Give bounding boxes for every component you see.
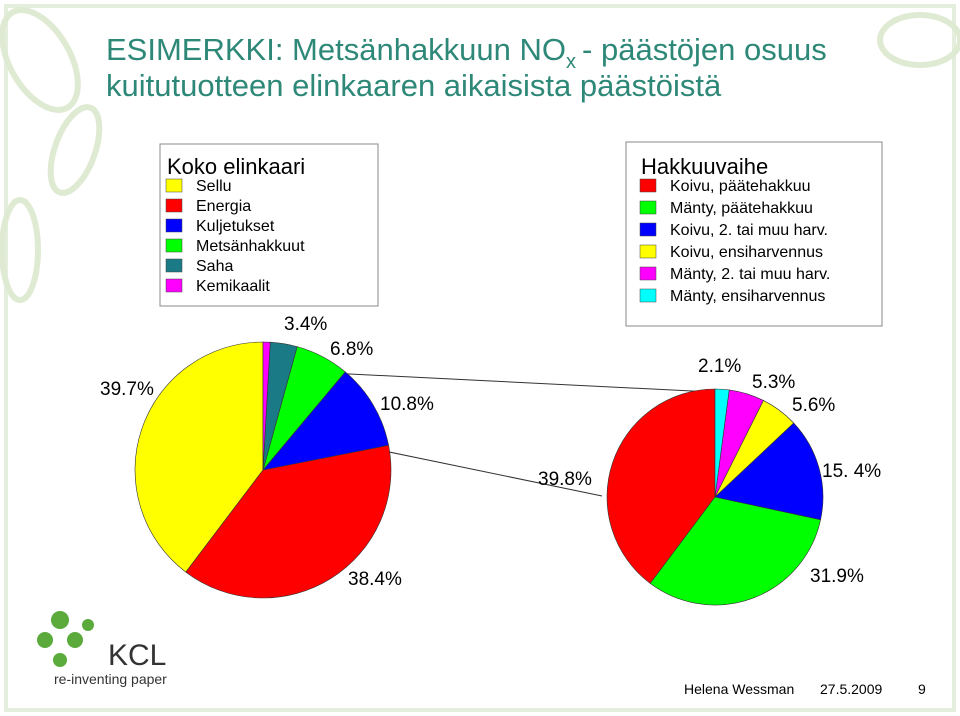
value-label: 5.6%: [792, 395, 835, 416]
value-label: 38.4%: [348, 569, 402, 590]
legend-label: Mänty, 2. tai muu harv.: [670, 266, 830, 283]
value-label: 39.7%: [100, 379, 154, 400]
legend-label: Koivu, päätehakkuu: [670, 178, 811, 195]
footer-author: Helena Wessman: [684, 681, 794, 697]
pie-slice: [262, 371, 389, 471]
legend-box: [625, 141, 883, 327]
value-label: 2.1%: [698, 356, 741, 377]
logo: KCL re-inventing paper: [37, 611, 167, 687]
legend-box: [159, 143, 379, 307]
slide-border: [4, 4, 956, 712]
connector: [364, 446, 603, 497]
title: ESIMERKKI: Metsänhakkuun NOx - päästöjen …: [106, 32, 827, 73]
title-subscript: x: [566, 51, 576, 73]
legend-swatch: [165, 238, 183, 253]
pie-slice: [134, 341, 264, 573]
value-label: 39.8%: [538, 469, 592, 490]
pie-slice: [714, 388, 730, 498]
legend-swatch: [639, 288, 657, 303]
legend-swatch: [165, 198, 183, 213]
legend-swatch: [165, 258, 183, 273]
pie-slice: [606, 388, 716, 584]
legend-swatch: [639, 200, 657, 215]
legend-swatch: [165, 278, 183, 293]
footer-page: 9: [918, 681, 926, 697]
value-label: 6.8%: [330, 339, 373, 360]
value-label: 10.8%: [380, 394, 434, 415]
logo-name: KCL: [108, 639, 166, 672]
legend-label: Sellu: [196, 178, 232, 195]
legend-swatch: [165, 218, 183, 233]
legend-swatch: [639, 178, 657, 193]
connector: [289, 370, 713, 393]
pie-slice: [714, 422, 824, 521]
value-label: 3.4%: [284, 314, 327, 335]
legend-label: Kemikaalit: [196, 278, 270, 295]
legend-swatch: [639, 222, 657, 237]
legend-label: Saha: [196, 258, 233, 275]
logo-tagline: re-inventing paper: [54, 671, 167, 687]
legend-label: Koivu, ensiharvennus: [670, 244, 823, 261]
title-text: ESIMERKKI: Metsänhakkuun NO: [106, 32, 566, 67]
legend-title: Koko elinkaari: [167, 154, 305, 179]
value-label: 15. 4%: [822, 461, 881, 482]
pie-slice: [185, 444, 392, 599]
pie-slice: [649, 496, 821, 606]
value-label: 31.9%: [810, 566, 864, 587]
title-text: - päästöjen osuus: [582, 32, 827, 67]
legend-label: Mänty, päätehakkuu: [670, 200, 813, 217]
pie-slice: [262, 341, 271, 471]
legend-label: Kuljetukset: [196, 218, 275, 235]
leaf-decoration: [0, 7, 960, 303]
legend-swatch: [165, 178, 183, 193]
legend-swatch: [639, 244, 657, 259]
legend-label: Energia: [196, 198, 251, 215]
value-label: 5.3%: [752, 372, 795, 393]
title: kuitutuotteen elinkaaren aikaisista pääs…: [106, 68, 722, 103]
legend-label: Metsänhakkuut: [196, 238, 305, 255]
legend-title: Hakkuuvaihe: [641, 154, 768, 179]
footer-date: 27.5.2009: [820, 681, 882, 697]
legend-label: Koivu, 2. tai muu harv.: [670, 222, 828, 239]
legend-label: Mänty, ensiharvennus: [670, 288, 825, 305]
legend-swatch: [639, 266, 657, 281]
